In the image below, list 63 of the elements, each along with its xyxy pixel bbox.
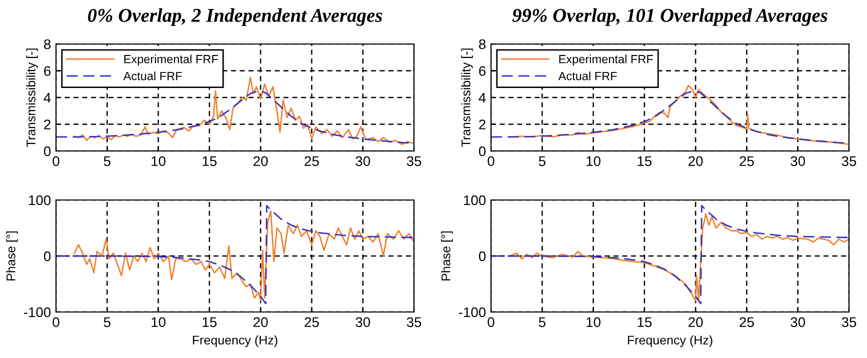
x-tick-label: 30	[356, 317, 370, 328]
y-axis-title: Transmissibility [-]	[461, 48, 473, 147]
x-tick-label: 35	[842, 317, 856, 328]
legend-label: Experimental FRF	[559, 54, 653, 66]
x-tick-label: 5	[104, 317, 110, 328]
y-axis-title: Transmissibility [-]	[26, 48, 38, 147]
y-axis-title: Phase [°]	[441, 231, 453, 280]
legend-label: Actual FRF	[558, 72, 617, 80]
x-axis-title: Frequency (Hz)	[628, 335, 712, 348]
y-tick-label: 6	[44, 66, 51, 76]
y-tick-label: 4	[478, 92, 486, 103]
y-tick-label: -100	[24, 307, 51, 318]
y-tick-label: 0	[44, 146, 51, 156]
x-tick-label: 0	[52, 156, 60, 166]
legend-label: Actual FRF	[123, 72, 182, 80]
x-tick-label: 15	[202, 156, 217, 166]
x-tick-label: 10	[152, 156, 166, 166]
x-tick-label: 25	[740, 156, 754, 166]
y-tick-label: 2	[479, 120, 486, 130]
x-tick-label: 30	[356, 156, 370, 166]
x-tick-label: 10	[586, 156, 600, 166]
y-tick-label: 0	[478, 146, 486, 156]
y-tick-label: 2	[44, 120, 50, 130]
x-tick-label: 15	[638, 156, 652, 166]
x-tick-label: 15	[202, 317, 217, 328]
x-tick-label: 30	[790, 317, 806, 328]
y-tick-label: -100	[458, 307, 486, 318]
x-tick-label: 35	[842, 156, 856, 166]
y-tick-label: 100	[29, 195, 51, 206]
x-tick-label: 20	[254, 317, 268, 328]
line-series	[508, 84, 849, 146]
x-tick-label: 25	[304, 317, 319, 328]
x-tick-label: 0	[52, 317, 60, 328]
y-tick-label: 8	[44, 39, 51, 50]
x-tick-label: 20	[688, 156, 703, 166]
legend-label: Experimental FRF	[124, 54, 218, 66]
x-tick-label: 30	[790, 156, 806, 166]
x-tick-label: 20	[254, 156, 268, 166]
x-tick-label: 35	[406, 317, 422, 328]
y-tick-label: 0	[44, 251, 51, 262]
x-tick-label: 0	[488, 156, 494, 166]
line-series	[491, 204, 849, 304]
x-tick-label: 5	[538, 156, 546, 166]
line-series	[508, 213, 849, 302]
x-tick-label: 25	[740, 317, 754, 328]
x-tick-label: 0	[488, 317, 494, 328]
x-tick-label: 5	[538, 317, 546, 328]
y-tick-label: 0	[478, 251, 486, 262]
x-tick-label: 15	[638, 317, 652, 328]
x-tick-label: 25	[304, 156, 319, 166]
x-tick-label: 20	[688, 317, 703, 328]
chart-title: 0% Overlap, 2 Independent Averages	[88, 8, 382, 26]
x-tick-label: 5	[104, 156, 110, 166]
y-tick-label: 4	[44, 92, 51, 103]
y-tick-label: 100	[464, 195, 486, 206]
x-axis-title: Frequency (Hz)	[192, 335, 278, 348]
x-tick-label: 10	[586, 317, 600, 328]
y-axis-title: Phase [°]	[6, 231, 18, 280]
y-tick-label: 8	[479, 39, 486, 50]
x-tick-label: 10	[152, 317, 166, 328]
chart-title: 99% Overlap, 101 Overlapped Averages	[512, 8, 828, 26]
y-tick-label: 6	[479, 66, 486, 76]
x-tick-label: 35	[406, 156, 422, 166]
